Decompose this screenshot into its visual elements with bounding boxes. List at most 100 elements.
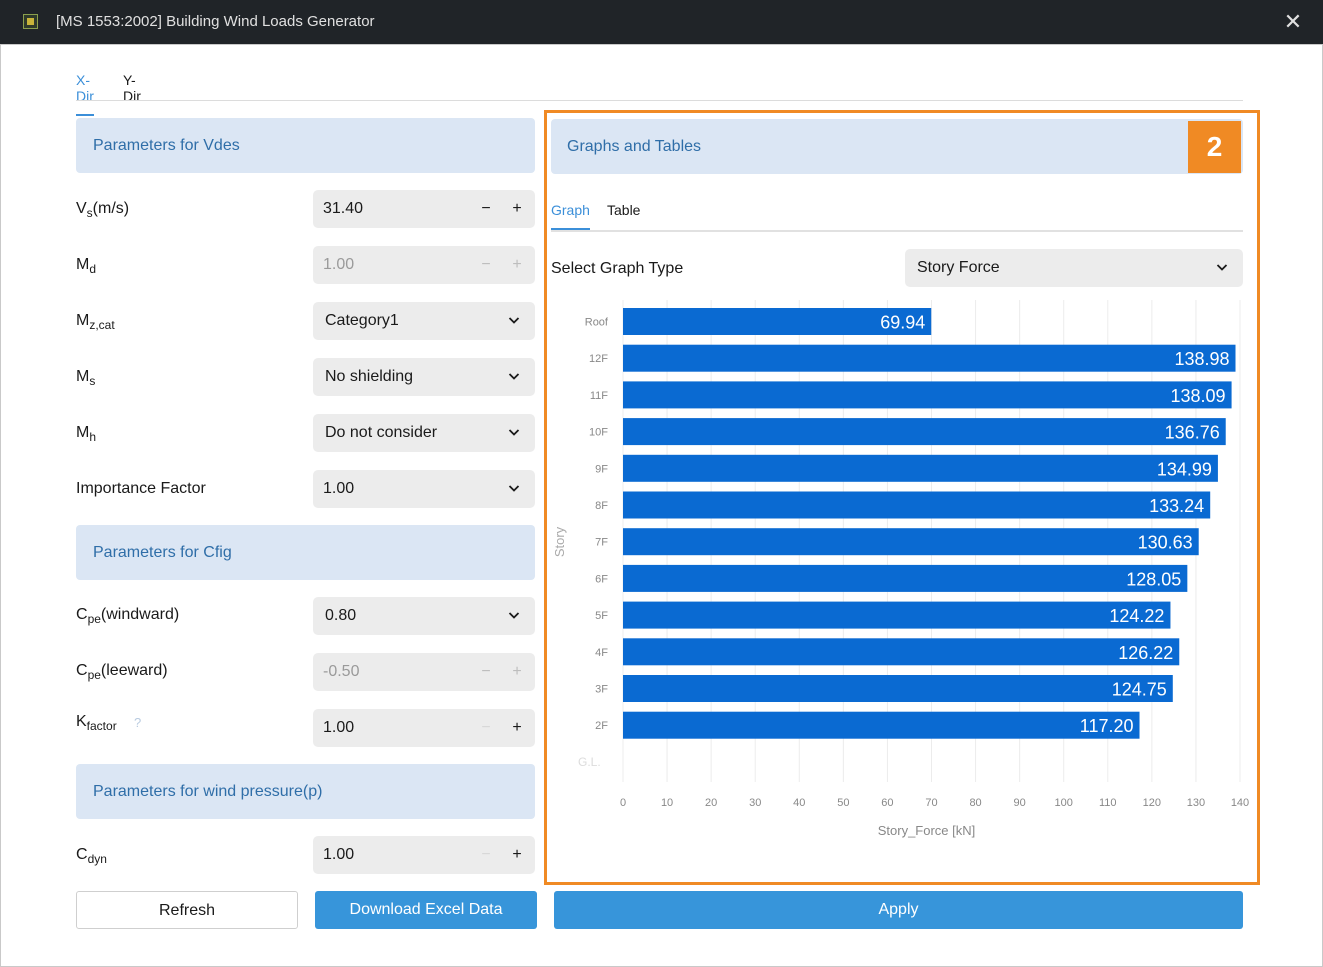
cpe-leeward-value: -0.50: [323, 663, 360, 680]
data-label: 69.94: [880, 313, 925, 333]
section-header-pressure: Parameters for wind pressure(p): [76, 764, 535, 819]
category-label: 12F: [589, 353, 608, 365]
title-bar: [MS 1553:2002] Building Wind Loads Gener…: [0, 0, 1323, 44]
graph-type-value: Story Force: [917, 259, 1000, 276]
mh-value: Do not consider: [325, 424, 438, 441]
label-importance-factor: Importance Factor: [76, 480, 206, 497]
category-label: 9F: [595, 463, 608, 475]
data-label: 126.22: [1118, 643, 1173, 663]
importance-factor-select[interactable]: 1.00: [313, 470, 535, 508]
data-label: 117.20: [1080, 716, 1134, 736]
category-label: 5F: [595, 610, 608, 622]
chevron-down-icon: [508, 612, 520, 619]
window-title: [MS 1553:2002] Building Wind Loads Gener…: [56, 13, 375, 30]
kfactor-value[interactable]: 1.00: [323, 719, 355, 736]
chevron-down-icon: [508, 317, 520, 324]
story-force-chart: Roof 69.94 12F 138.98 11F 138.09 10F 136.76 9F 13…: [552, 300, 1249, 838]
y-axis-title: Story: [552, 526, 567, 557]
bar: [623, 308, 932, 335]
callout-badge: 2: [1188, 121, 1241, 173]
data-label: 136.76: [1165, 423, 1220, 443]
label-cpe-leeward: Cpe(leeward): [76, 662, 168, 683]
x-tick-label: 40: [793, 797, 805, 809]
x-tick-label: 80: [969, 797, 981, 809]
vs-value[interactable]: 31.40: [323, 200, 364, 217]
label-mzcat: Mz,cat: [76, 312, 115, 333]
cpe-leeward-stepper: -0.50 − +: [313, 653, 535, 691]
close-button[interactable]: ✕: [1283, 9, 1303, 34]
md-decrement-button: −: [481, 256, 491, 273]
mh-select[interactable]: Do not consider: [313, 414, 535, 452]
bar: [623, 454, 1218, 482]
data-label: 138.98: [1174, 349, 1229, 369]
category-label: Roof: [585, 317, 609, 329]
label-ms: Ms: [76, 368, 96, 389]
x-tick-label: 60: [881, 797, 893, 809]
cdyn-stepper[interactable]: 1.00 − +: [313, 836, 535, 874]
highlight-box: [544, 110, 1260, 885]
category-label: 4F: [595, 647, 608, 659]
data-label: 133.24: [1149, 496, 1204, 516]
apply-button[interactable]: Apply: [554, 891, 1243, 929]
x-tick-label: 100: [1055, 797, 1073, 809]
x-tick-label: 90: [1014, 797, 1026, 809]
cpe-leeward-decrement-button: −: [481, 663, 491, 680]
category-label: 10F: [589, 427, 608, 439]
x-tick-label: 140: [1231, 797, 1249, 809]
ground-level-label: G.L.: [578, 755, 601, 769]
importance-factor-value: 1.00: [323, 480, 355, 497]
category-label: 3F: [595, 684, 608, 696]
bar: [623, 528, 1199, 556]
bar: [623, 564, 1188, 592]
vs-increment-button[interactable]: +: [512, 200, 522, 217]
kfactor-increment-button[interactable]: +: [512, 719, 522, 736]
ms-select[interactable]: No shielding: [313, 358, 535, 396]
label-vs: Vs(m/s): [76, 200, 130, 221]
kfactor-stepper[interactable]: 1.00 − +: [313, 709, 535, 747]
bar: [623, 675, 1173, 702]
chevron-down-icon: [508, 373, 520, 380]
vs-decrement-button[interactable]: −: [481, 200, 491, 217]
data-label: 124.22: [1109, 606, 1164, 626]
bar: [623, 601, 1171, 629]
bar: [623, 418, 1226, 446]
refresh-button[interactable]: Refresh: [76, 891, 298, 929]
cpe-windward-select[interactable]: 0.80: [313, 597, 535, 635]
x-tick-label: 30: [749, 797, 761, 809]
data-label: 124.75: [1112, 680, 1167, 700]
tab-graph[interactable]: Graph: [551, 202, 590, 230]
label-mh: Mh: [76, 424, 97, 445]
bar: [623, 711, 1140, 739]
tab-table[interactable]: Table: [607, 202, 641, 218]
category-label: 6F: [595, 573, 608, 585]
category-label: 7F: [595, 537, 608, 549]
download-excel-button[interactable]: Download Excel Data: [315, 891, 537, 929]
ms-value: No shielding: [325, 368, 414, 385]
category-label: 8F: [595, 500, 608, 512]
category-label: 2F: [595, 720, 608, 732]
cpe-windward-value: 0.80: [325, 607, 357, 624]
graph-tab-divider: [551, 230, 1243, 232]
mzcat-select[interactable]: Category1: [313, 302, 535, 340]
data-label: 134.99: [1157, 459, 1212, 479]
help-icon[interactable]: ?: [134, 715, 142, 730]
x-axis-title: Story_Force [kN]: [878, 823, 976, 838]
bar: [623, 344, 1236, 372]
tab-x-dir[interactable]: X-Dir: [76, 72, 94, 116]
chevron-down-icon: [1216, 264, 1228, 271]
x-tick-label: 0: [620, 797, 626, 809]
md-stepper: 1.00 − +: [313, 246, 535, 284]
cdyn-increment-button[interactable]: +: [512, 846, 522, 863]
bar: [623, 491, 1211, 519]
graph-type-label: Select Graph Type: [551, 260, 684, 277]
x-tick-label: 20: [705, 797, 717, 809]
kfactor-decrement-button[interactable]: −: [481, 719, 491, 736]
x-tick-label: 130: [1187, 797, 1205, 809]
tab-y-dir[interactable]: Y-Dir: [123, 72, 141, 104]
vs-stepper[interactable]: 31.40 − +: [313, 190, 535, 228]
chevron-down-icon: [508, 485, 520, 492]
graph-type-select[interactable]: Story Force: [905, 249, 1243, 287]
cdyn-decrement-button[interactable]: −: [481, 846, 491, 863]
cdyn-value[interactable]: 1.00: [323, 846, 355, 863]
bar: [623, 381, 1232, 409]
